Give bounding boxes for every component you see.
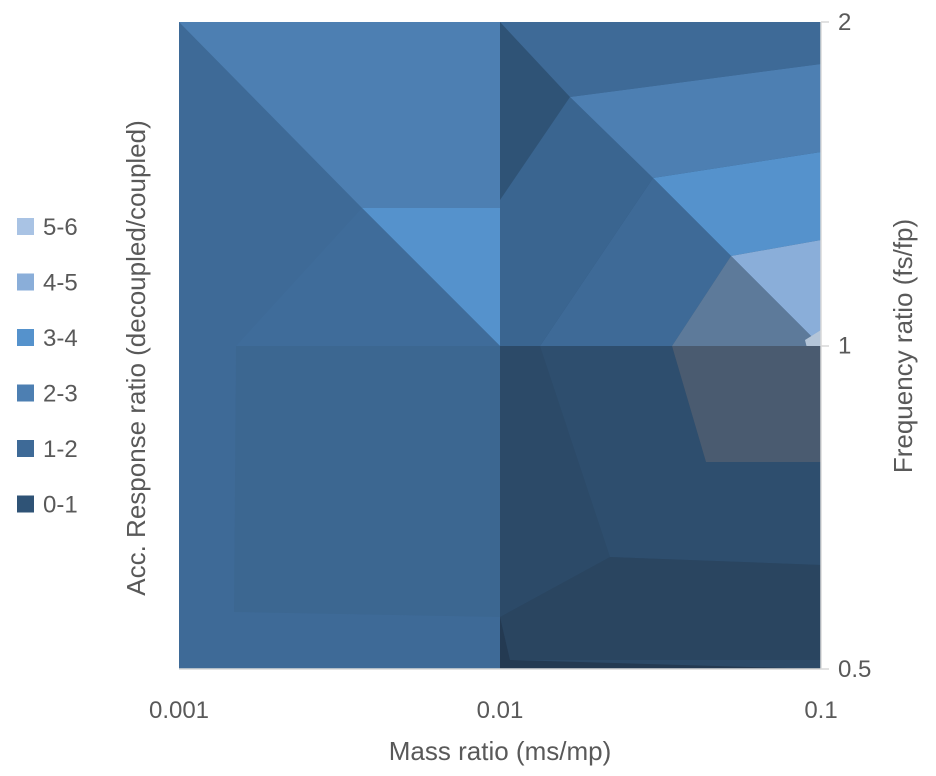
y2-tick-labels: 0.5 1 2 — [838, 9, 871, 683]
x-tick-label: 0.1 — [804, 697, 837, 724]
contour-region — [731, 240, 821, 346]
contour-region — [500, 557, 821, 660]
x-axis-title: Mass ratio (ms/mp) — [389, 736, 611, 766]
contour-region — [540, 178, 731, 346]
y2-axis-title: Frequency ratio (fs/fp) — [888, 219, 918, 473]
legend-swatch — [17, 440, 34, 457]
contour-region — [500, 617, 821, 669]
contour-region — [500, 22, 821, 97]
legend-swatch — [17, 218, 34, 235]
contour-region — [500, 97, 653, 346]
legend: 5-6 4-5 3-4 2-3 1-2 0-1 — [17, 214, 78, 519]
legend-label: 5-6 — [43, 214, 78, 241]
contour-region — [234, 346, 500, 617]
legend-swatch — [17, 384, 34, 402]
contour-region — [179, 22, 500, 208]
contour-region — [672, 256, 821, 346]
plot-area — [179, 21, 829, 670]
legend-swatch — [17, 495, 34, 513]
y2-tick-label: 2 — [838, 9, 851, 36]
x-tick-label: 0.001 — [149, 697, 209, 724]
y2-tick-label: 0.5 — [838, 656, 871, 683]
contour-region — [236, 208, 500, 346]
contour-region — [570, 64, 821, 178]
legend-label: 0-1 — [43, 492, 78, 519]
legend-swatch — [17, 273, 34, 291]
x-tick-label: 0.01 — [477, 697, 524, 724]
contour-region — [672, 346, 821, 462]
y2-tick-label: 1 — [838, 333, 851, 360]
contour-region — [540, 346, 821, 565]
legend-label: 1-2 — [43, 436, 78, 463]
legend-label: 2-3 — [43, 381, 78, 408]
legend-swatch — [17, 329, 34, 346]
legend-label: 4-5 — [43, 270, 78, 297]
legend-label: 3-4 — [43, 325, 78, 352]
x-tick-labels: 0.001 0.01 0.1 — [149, 697, 838, 724]
y-axis-title: Acc. Response ratio (decoupled/coupled) — [121, 120, 151, 596]
contour-region — [653, 152, 821, 256]
